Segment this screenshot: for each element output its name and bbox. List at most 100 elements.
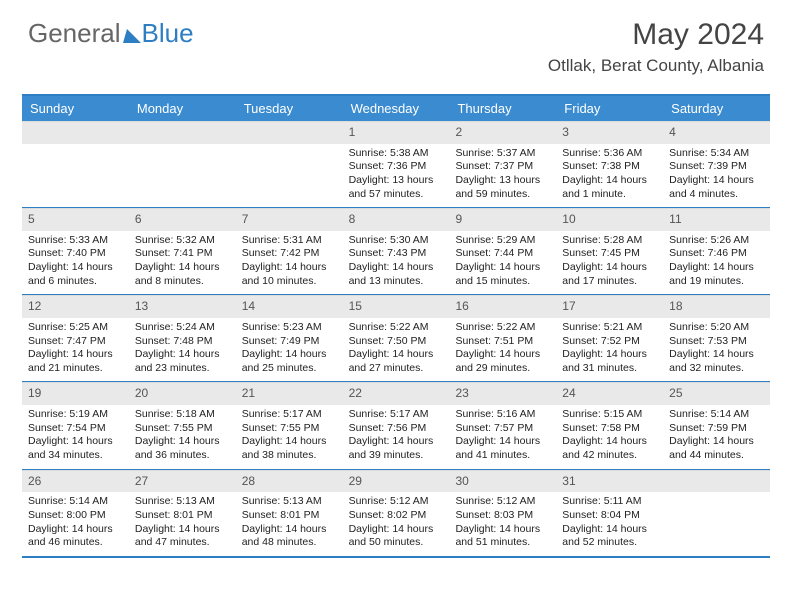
location: Otllak, Berat County, Albania [548, 56, 764, 76]
daylight: Daylight: 14 hours and 19 minutes. [669, 261, 764, 288]
day-body: Sunrise: 5:17 AMSunset: 7:55 PMDaylight:… [236, 405, 343, 469]
day-body: Sunrise: 5:13 AMSunset: 8:01 PMDaylight:… [129, 492, 236, 556]
daylight: Daylight: 14 hours and 1 minute. [562, 174, 657, 201]
logo: General Blue [28, 18, 194, 49]
day-header: Saturday [663, 96, 770, 121]
sunset: Sunset: 8:04 PM [562, 509, 657, 523]
daylight: Daylight: 14 hours and 46 minutes. [28, 523, 123, 550]
sunset: Sunset: 7:59 PM [669, 422, 764, 436]
day-body: Sunrise: 5:15 AMSunset: 7:58 PMDaylight:… [556, 405, 663, 469]
day-cell: . [663, 470, 770, 556]
sunrise: Sunrise: 5:21 AM [562, 321, 657, 335]
sunrise: Sunrise: 5:34 AM [669, 147, 764, 161]
sunrise: Sunrise: 5:11 AM [562, 495, 657, 509]
day-body: Sunrise: 5:38 AMSunset: 7:36 PMDaylight:… [343, 144, 450, 208]
day-number: 29 [343, 470, 450, 493]
day-number: 10 [556, 208, 663, 231]
sunrise: Sunrise: 5:14 AM [669, 408, 764, 422]
title-block: May 2024 Otllak, Berat County, Albania [548, 18, 764, 76]
daylight: Daylight: 13 hours and 57 minutes. [349, 174, 444, 201]
day-cell: 2Sunrise: 5:37 AMSunset: 7:37 PMDaylight… [449, 121, 556, 207]
daylight: Daylight: 14 hours and 27 minutes. [349, 348, 444, 375]
day-cell: 27Sunrise: 5:13 AMSunset: 8:01 PMDayligh… [129, 470, 236, 556]
day-number: 24 [556, 382, 663, 405]
day-cell: . [236, 121, 343, 207]
day-cell: 30Sunrise: 5:12 AMSunset: 8:03 PMDayligh… [449, 470, 556, 556]
day-cell: 1Sunrise: 5:38 AMSunset: 7:36 PMDaylight… [343, 121, 450, 207]
daylight: Daylight: 14 hours and 10 minutes. [242, 261, 337, 288]
day-cell: 28Sunrise: 5:13 AMSunset: 8:01 PMDayligh… [236, 470, 343, 556]
daylight: Daylight: 14 hours and 15 minutes. [455, 261, 550, 288]
sunset: Sunset: 7:54 PM [28, 422, 123, 436]
day-body: Sunrise: 5:25 AMSunset: 7:47 PMDaylight:… [22, 318, 129, 382]
day-number: 21 [236, 382, 343, 405]
day-number: 30 [449, 470, 556, 493]
day-body: Sunrise: 5:34 AMSunset: 7:39 PMDaylight:… [663, 144, 770, 208]
day-cell: 10Sunrise: 5:28 AMSunset: 7:45 PMDayligh… [556, 208, 663, 294]
sunset: Sunset: 7:42 PM [242, 247, 337, 261]
day-cell: 17Sunrise: 5:21 AMSunset: 7:52 PMDayligh… [556, 295, 663, 381]
day-cell: 25Sunrise: 5:14 AMSunset: 7:59 PMDayligh… [663, 382, 770, 468]
day-header: Monday [129, 96, 236, 121]
sunrise: Sunrise: 5:24 AM [135, 321, 230, 335]
sunset: Sunset: 7:49 PM [242, 335, 337, 349]
daylight: Daylight: 14 hours and 25 minutes. [242, 348, 337, 375]
day-body: Sunrise: 5:12 AMSunset: 8:02 PMDaylight:… [343, 492, 450, 556]
sunset: Sunset: 7:40 PM [28, 247, 123, 261]
day-cell: 16Sunrise: 5:22 AMSunset: 7:51 PMDayligh… [449, 295, 556, 381]
day-body: Sunrise: 5:12 AMSunset: 8:03 PMDaylight:… [449, 492, 556, 556]
day-number: 25 [663, 382, 770, 405]
sunset: Sunset: 7:55 PM [135, 422, 230, 436]
day-cell: 18Sunrise: 5:20 AMSunset: 7:53 PMDayligh… [663, 295, 770, 381]
sunset: Sunset: 7:37 PM [455, 160, 550, 174]
week-row: 12Sunrise: 5:25 AMSunset: 7:47 PMDayligh… [22, 295, 770, 382]
calendar: SundayMondayTuesdayWednesdayThursdayFrid… [22, 94, 770, 558]
day-cell: 9Sunrise: 5:29 AMSunset: 7:44 PMDaylight… [449, 208, 556, 294]
day-header-row: SundayMondayTuesdayWednesdayThursdayFrid… [22, 96, 770, 121]
day-number: . [129, 121, 236, 144]
day-number: 12 [22, 295, 129, 318]
day-cell: 20Sunrise: 5:18 AMSunset: 7:55 PMDayligh… [129, 382, 236, 468]
day-body: Sunrise: 5:11 AMSunset: 8:04 PMDaylight:… [556, 492, 663, 556]
day-cell: 3Sunrise: 5:36 AMSunset: 7:38 PMDaylight… [556, 121, 663, 207]
day-body: Sunrise: 5:32 AMSunset: 7:41 PMDaylight:… [129, 231, 236, 295]
sunrise: Sunrise: 5:12 AM [349, 495, 444, 509]
sunset: Sunset: 7:38 PM [562, 160, 657, 174]
day-number: 14 [236, 295, 343, 318]
day-number: 5 [22, 208, 129, 231]
sunset: Sunset: 8:01 PM [242, 509, 337, 523]
sunset: Sunset: 8:00 PM [28, 509, 123, 523]
day-cell: 19Sunrise: 5:19 AMSunset: 7:54 PMDayligh… [22, 382, 129, 468]
day-header: Sunday [22, 96, 129, 121]
day-cell: 14Sunrise: 5:23 AMSunset: 7:49 PMDayligh… [236, 295, 343, 381]
sunrise: Sunrise: 5:37 AM [455, 147, 550, 161]
sunset: Sunset: 7:55 PM [242, 422, 337, 436]
day-number: 6 [129, 208, 236, 231]
day-cell: 26Sunrise: 5:14 AMSunset: 8:00 PMDayligh… [22, 470, 129, 556]
sunset: Sunset: 7:56 PM [349, 422, 444, 436]
day-number: 1 [343, 121, 450, 144]
sunset: Sunset: 7:53 PM [669, 335, 764, 349]
day-body: Sunrise: 5:37 AMSunset: 7:37 PMDaylight:… [449, 144, 556, 208]
daylight: Daylight: 14 hours and 34 minutes. [28, 435, 123, 462]
day-body: Sunrise: 5:14 AMSunset: 8:00 PMDaylight:… [22, 492, 129, 556]
sunrise: Sunrise: 5:15 AM [562, 408, 657, 422]
day-number: 23 [449, 382, 556, 405]
week-row: 5Sunrise: 5:33 AMSunset: 7:40 PMDaylight… [22, 208, 770, 295]
sunset: Sunset: 7:36 PM [349, 160, 444, 174]
daylight: Daylight: 14 hours and 51 minutes. [455, 523, 550, 550]
day-body: Sunrise: 5:17 AMSunset: 7:56 PMDaylight:… [343, 405, 450, 469]
sunset: Sunset: 7:39 PM [669, 160, 764, 174]
day-number: 16 [449, 295, 556, 318]
day-header: Tuesday [236, 96, 343, 121]
day-cell: 12Sunrise: 5:25 AMSunset: 7:47 PMDayligh… [22, 295, 129, 381]
day-header: Wednesday [343, 96, 450, 121]
logo-triangle-icon [123, 29, 141, 43]
daylight: Daylight: 14 hours and 23 minutes. [135, 348, 230, 375]
daylight: Daylight: 14 hours and 41 minutes. [455, 435, 550, 462]
sunrise: Sunrise: 5:20 AM [669, 321, 764, 335]
day-number: 15 [343, 295, 450, 318]
day-number: 22 [343, 382, 450, 405]
day-body: Sunrise: 5:22 AMSunset: 7:51 PMDaylight:… [449, 318, 556, 382]
week-row: 19Sunrise: 5:19 AMSunset: 7:54 PMDayligh… [22, 382, 770, 469]
